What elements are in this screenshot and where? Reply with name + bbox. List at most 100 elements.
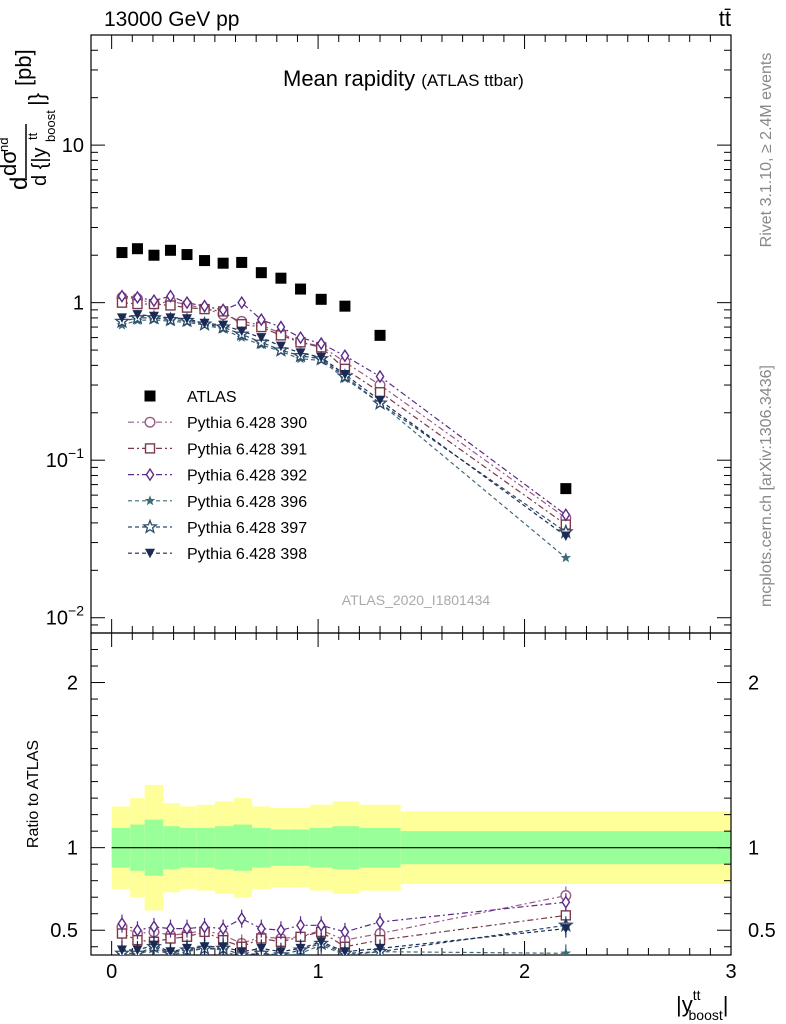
point-atlas [295, 283, 307, 295]
ratio-y-tick-label-right: 2 [748, 673, 759, 695]
ratio-point-pythia-6-428-398 [182, 943, 192, 954]
point-pythia-6-428-398 [256, 333, 267, 343]
chart-text: 13000 GeV pp tt̄ Mean rapidity (ATLAS ttba… [0, 6, 776, 1023]
point-atlas [217, 257, 229, 269]
point-atlas [339, 300, 351, 312]
ratio-point-pythia-6-428-392 [316, 918, 326, 933]
ratio-series-points [114, 886, 574, 955]
ratio-point-pythia-6-428-392 [218, 921, 228, 936]
legend-marker-pythia-6-428-391 [144, 443, 156, 454]
ratio-point-pythia-6-428-392 [166, 921, 175, 936]
ratio-point-pythia-6-428-398 [199, 942, 210, 952]
y-label-denominator: d {|y [29, 147, 51, 186]
point-pythia-6-428-392 [296, 330, 305, 345]
y-label-d: d [6, 177, 33, 190]
ratio-point-pythia-6-428-392 [149, 920, 159, 934]
point-pythia-6-428-392 [149, 293, 159, 308]
y-tick-label: 10−1 [46, 445, 84, 472]
legend-marker-pythia-6-428-397 [142, 518, 158, 534]
point-atlas [116, 247, 128, 259]
ratio-y-tick-label: 0.5 [50, 920, 78, 942]
legend: ATLAS Pythia 6.428 390 Pythia 6.428 391 Pyt… [128, 389, 307, 563]
point-pythia-6-428-398 [316, 352, 327, 363]
legend-label-pythia-6-428-390: Pythia 6.428 390 [187, 415, 307, 432]
ratio-point-pythia-6-428-398 [236, 947, 247, 955]
x-tick-label: 3 [725, 961, 736, 983]
point-pythia-6-428-398 [132, 310, 143, 320]
ratio-point-pythia-6-428-396 [560, 947, 572, 955]
ratio-point-pythia-6-428-392 [375, 915, 385, 929]
y-tick-label: 1 [73, 293, 84, 315]
ratio-y-tick-label: 2 [67, 673, 78, 695]
point-pythia-6-428-392 [237, 295, 247, 310]
plot-frames [90, 34, 732, 956]
point-atlas [181, 249, 193, 261]
x-tick-label: 2 [519, 961, 530, 983]
y-tick-label: 10 [62, 135, 84, 157]
point-atlas [374, 329, 386, 341]
legend-label-pythia-6-428-391: Pythia 6.428 391 [187, 441, 307, 458]
point-atlas [560, 483, 572, 495]
y-label-nd: nd [0, 138, 11, 152]
ratio-point-pythia-6-428-392 [296, 918, 305, 933]
point-pythia-6-428-396 [560, 552, 572, 563]
x-tick-label: 1 [313, 961, 324, 983]
y-label-boost: boost [43, 110, 58, 142]
data-points [114, 243, 574, 955]
point-atlas [148, 249, 160, 261]
series-line-pythia-6-428-390 [121, 296, 567, 519]
ratio-point-pythia-6-428-392 [182, 921, 192, 936]
point-pythia-6-428-398 [275, 341, 286, 352]
legend-label-pythia-6-428-397: Pythia 6.428 397 [187, 520, 307, 537]
uncertainty-bands [111, 784, 731, 911]
point-pythia-6-428-398 [375, 395, 386, 406]
point-atlas [315, 293, 327, 305]
ratio-point-pythia-6-428-392 [117, 916, 127, 931]
point-pythia-6-428-392 [133, 290, 142, 305]
point-pythia-6-428-392 [200, 299, 209, 313]
y-label-dsigma: dσ [0, 150, 21, 176]
point-atlas [164, 244, 176, 256]
rivet-version-label: Rivet 3.1.10, ≥ 2.4M events [758, 52, 775, 248]
x-tick-label: 0 [106, 961, 117, 983]
legend-label-pythia-6-428-392: Pythia 6.428 392 [187, 468, 307, 485]
point-pythia-6-428-398 [218, 320, 229, 331]
ratio-point-pythia-6-428-392 [133, 923, 142, 938]
point-pythia-6-428-392 [561, 508, 571, 522]
ratio-point-pythia-6-428-398 [256, 943, 267, 954]
point-pythia-6-428-392 [117, 289, 127, 303]
legend-marker-pythia-6-428-390 [144, 416, 156, 428]
series-line-pythia-6-428-396 [121, 319, 567, 559]
ratio-point-pythia-6-428-392 [276, 923, 286, 938]
legend-marker-pythia-6-428-398 [145, 548, 155, 559]
header-final-state: tt̄ [719, 6, 731, 31]
point-atlas [275, 272, 287, 284]
y-label-close: |} [24, 93, 49, 106]
ratio-line-pythia-6-428-391 [121, 914, 566, 948]
point-pythia-6-428-398 [295, 348, 306, 358]
ratio-plot-frame [90, 632, 732, 956]
y-label-tt: tt [25, 132, 40, 140]
point-pythia-6-428-392 [316, 336, 326, 351]
ratio-point-pythia-6-428-392 [256, 921, 266, 936]
ratio-point-pythia-6-428-398 [165, 947, 176, 955]
ratio-point-pythia-6-428-398 [218, 942, 229, 952]
point-atlas [131, 243, 143, 255]
ratio-point-pythia-6-428-392 [340, 925, 350, 939]
ratio-y-tick-label: 1 [67, 838, 78, 860]
point-pythia-6-428-392 [256, 312, 266, 327]
y-tick-label: 10−2 [46, 603, 84, 630]
point-pythia-6-428-392 [182, 295, 192, 310]
y-label-unit: [pb] [11, 49, 36, 86]
ratio-point-pythia-6-428-398 [560, 924, 571, 934]
point-pythia-6-428-398 [182, 314, 192, 324]
point-pythia-6-428-392 [276, 320, 286, 334]
point-pythia-6-428-398 [236, 326, 247, 337]
point-pythia-6-428-392 [340, 349, 350, 363]
x-axis-label: |ytt boost| [676, 987, 728, 1023]
point-pythia-6-428-398 [339, 369, 350, 380]
point-pythia-6-428-398 [165, 313, 176, 323]
point-pythia-6-428-398 [560, 531, 571, 542]
